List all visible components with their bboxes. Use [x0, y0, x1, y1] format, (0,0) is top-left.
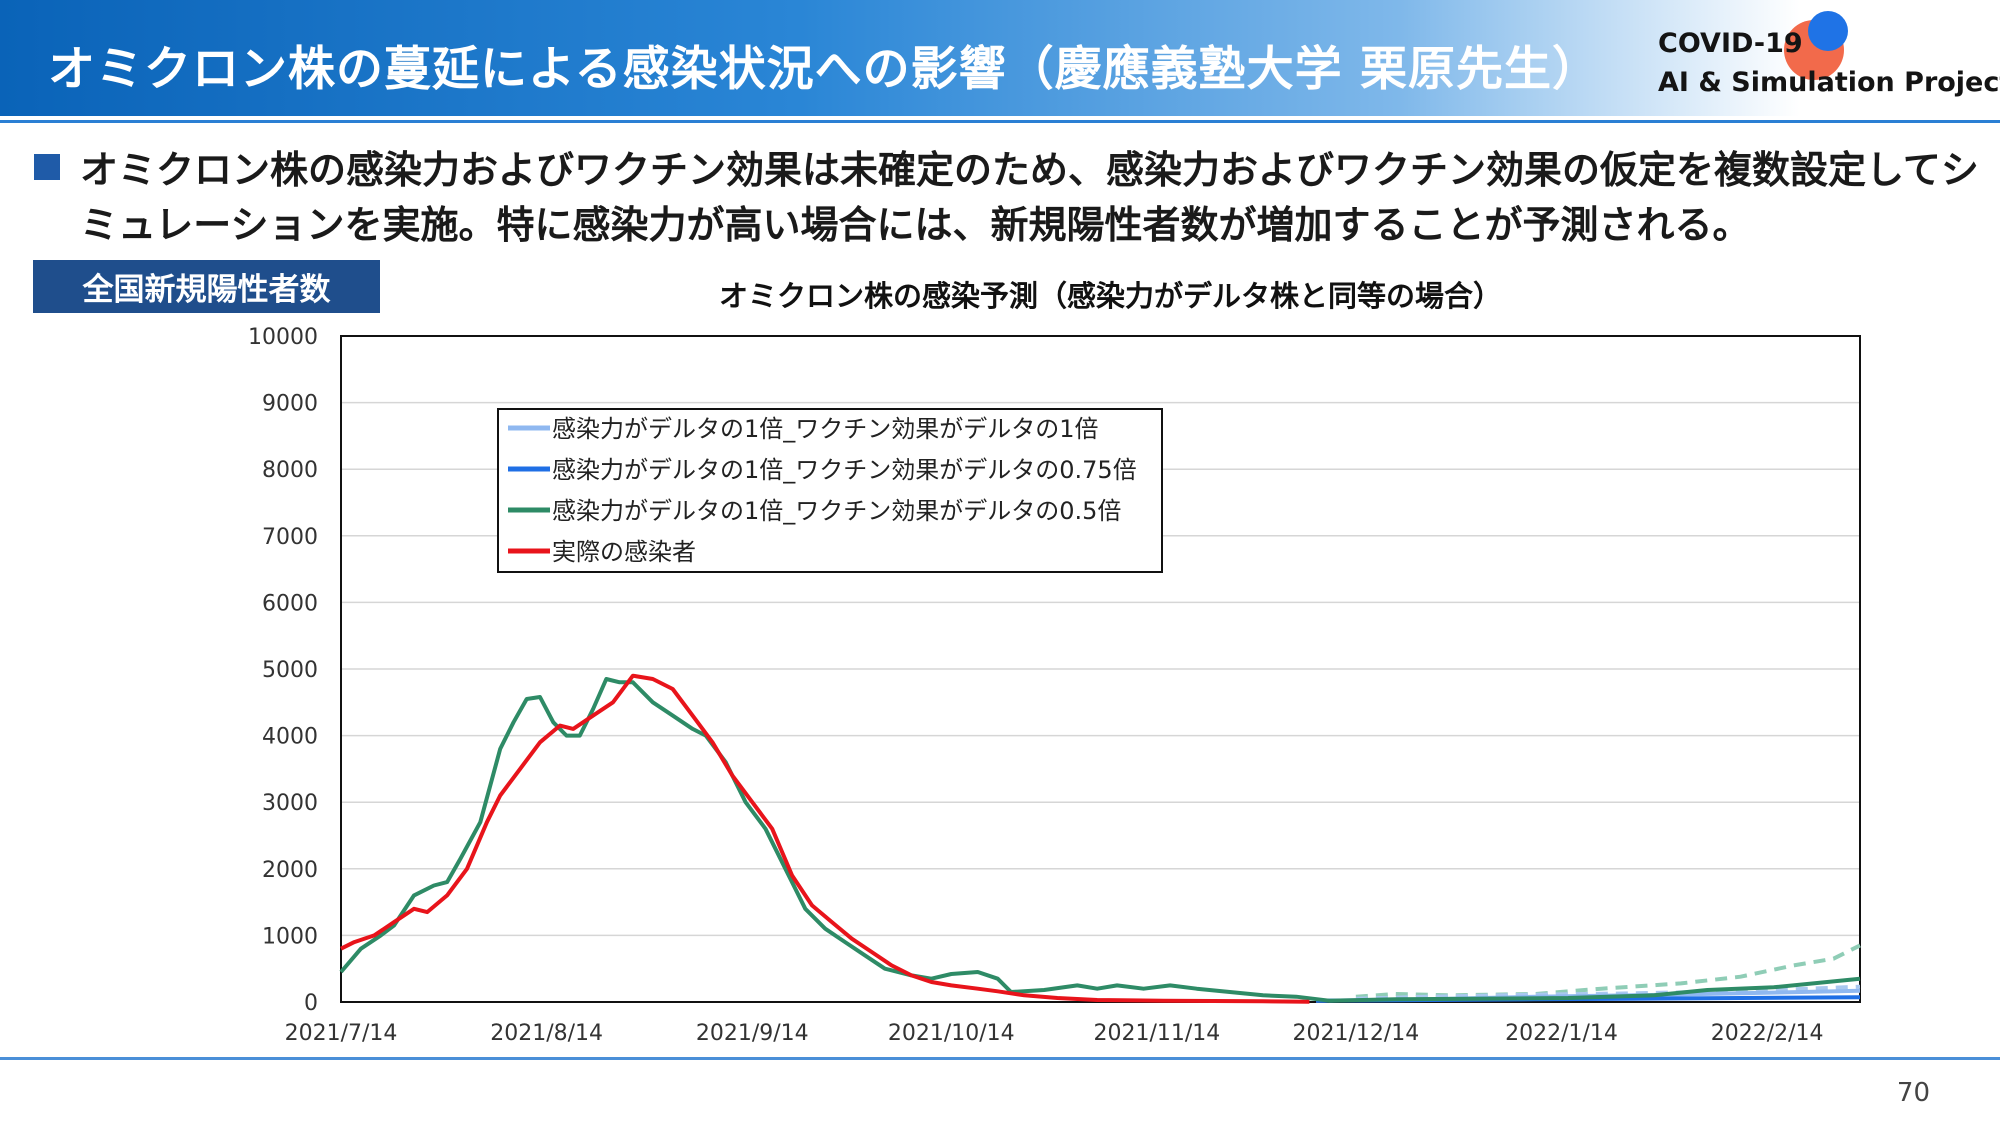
x-tick-label: 2021/12/14: [1292, 1021, 1419, 1046]
x-tick-label: 2021/10/14: [888, 1021, 1015, 1046]
footer-divider: [0, 1057, 2000, 1060]
projection-line: [1355, 943, 1861, 999]
y-tick-label: 3000: [262, 791, 318, 816]
header-divider: [0, 120, 2000, 123]
chart-tag: 全国新規陽性者数: [33, 260, 380, 313]
x-tick-label: 2021/7/14: [285, 1021, 398, 1046]
series-line-4: [340, 673, 1310, 1004]
legend-label: 感染力がデルタの1倍_ワクチン効果がデルタの1倍: [552, 415, 1099, 443]
y-tick-label: 9000: [262, 392, 318, 417]
x-tick-label: 2022/2/14: [1711, 1021, 1824, 1046]
series-line-3: [339, 677, 1861, 1003]
header-bar: [0, 0, 2000, 116]
brand-line1: COVID-19: [1658, 28, 1803, 59]
logo-circle-blue: [1808, 11, 1848, 51]
bullet-square-icon: [34, 154, 60, 180]
y-tick-label: 1000: [262, 924, 318, 949]
y-tick-label: 8000: [262, 458, 318, 483]
x-tick-label: 2022/1/14: [1505, 1021, 1618, 1046]
legend-box: [497, 408, 1163, 573]
summary-text: オミクロン株の感染力およびワクチン効果は未確定のため、感染力およびワクチン効果の…: [80, 148, 1979, 247]
legend-label: 感染力がデルタの1倍_ワクチン効果がデルタの0.75倍: [552, 456, 1137, 484]
y-tick-label: 6000: [262, 591, 318, 616]
legend-label: 感染力がデルタの1倍_ワクチン効果がデルタの0.5倍: [552, 497, 1121, 525]
y-tick-label: 5000: [262, 658, 318, 683]
legend-label: 実際の感染者: [552, 538, 696, 566]
y-tick-label: 2000: [262, 858, 318, 883]
page-number: 70: [1896, 1078, 1930, 1108]
chart-title: オミクロン株の感染予測（感染力がデルタ株と同等の場合）: [719, 279, 1502, 313]
page-title: オミクロン株の蔓延による感染状況への影響（慶應義塾大学 栗原先生）: [48, 42, 1600, 97]
x-tick-label: 2021/11/14: [1093, 1021, 1220, 1046]
x-tick-label: 2021/9/14: [696, 1021, 809, 1046]
y-tick-label: 4000: [262, 725, 318, 750]
brand-line2: AI & Simulation Project: [1658, 67, 2000, 98]
x-tick-label: 2021/8/14: [490, 1021, 603, 1046]
y-tick-label: 0: [304, 991, 318, 1016]
y-tick-label: 7000: [262, 525, 318, 550]
y-tick-label: 10000: [248, 325, 318, 350]
